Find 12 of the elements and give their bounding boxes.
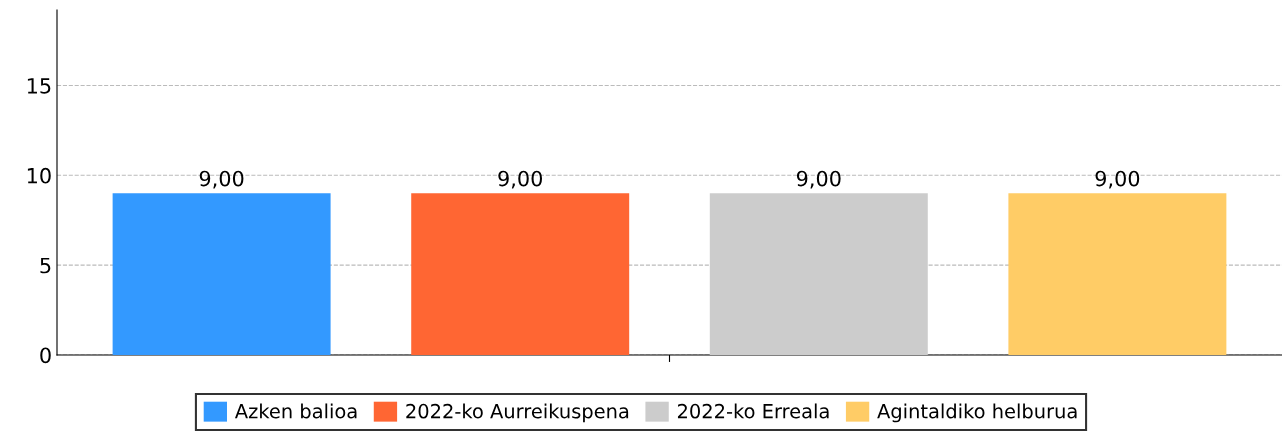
legend-label: 2022-ko Aurreikuspena <box>406 403 629 423</box>
data-label: 9,00 <box>796 170 841 189</box>
data-label: 9,00 <box>1095 170 1140 189</box>
y-tick-label: 5 <box>40 257 51 274</box>
legend-label: 2022-ko Erreala <box>677 403 829 419</box>
legend-label: Azken balioa <box>234 403 357 419</box>
y-tick-label: 0 <box>40 347 51 364</box>
data-label: 9,00 <box>199 170 244 189</box>
y-tick-label: 10 <box>27 167 51 184</box>
data-label: 9,00 <box>498 170 543 189</box>
legend-label: Agintaldiko helburua <box>877 403 1077 423</box>
y-tick-label: 15 <box>27 78 51 94</box>
